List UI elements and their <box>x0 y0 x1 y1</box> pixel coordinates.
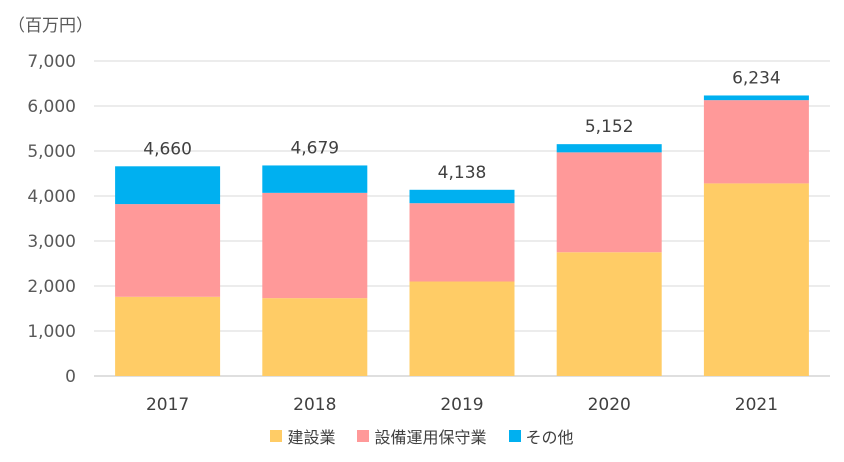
bar-segment-2017-0 <box>115 296 221 376</box>
x-tick-label: 2019 <box>440 395 483 415</box>
bar-segment-2018-1 <box>262 192 368 299</box>
x-tick-label: 2021 <box>735 395 778 415</box>
y-tick-label: 0 <box>65 367 76 387</box>
total-label: 4,138 <box>438 163 487 183</box>
x-tick-label: 2018 <box>293 395 336 415</box>
bar-segment-2020-2 <box>556 144 662 153</box>
y-tick-label: 1,000 <box>27 322 76 342</box>
legend: 建設業 設備運用保守業 その他 <box>0 424 844 448</box>
y-tick-label: 3,000 <box>27 232 76 252</box>
bar-segment-2020-0 <box>556 252 662 376</box>
bar-segment-2019-2 <box>409 189 515 204</box>
y-tick-label: 4,000 <box>27 187 76 207</box>
bar-segment-2021-0 <box>703 183 809 376</box>
bar-segment-2017-2 <box>115 166 221 205</box>
legend-label-other: その他 <box>525 428 574 447</box>
y-unit-label: （百万円） <box>8 16 93 36</box>
x-tick-label: 2017 <box>146 395 189 415</box>
legend-swatch-other <box>508 430 521 442</box>
legend-item-other: その他 <box>508 424 574 448</box>
y-tick-label: 2,000 <box>27 277 76 297</box>
bar-segment-2018-0 <box>262 298 368 376</box>
y-tick-label: 7,000 <box>27 52 76 72</box>
bar-segment-2019-0 <box>409 281 515 376</box>
bar-segment-2021-1 <box>703 100 809 184</box>
total-label: 4,660 <box>143 139 192 159</box>
legend-swatch-maintenance <box>357 430 370 442</box>
total-label: 5,152 <box>585 117 634 137</box>
bar-segment-2020-1 <box>556 152 662 253</box>
total-label: 6,234 <box>732 68 781 88</box>
legend-label-maintenance: 設備運用保守業 <box>374 428 487 447</box>
y-tick-label: 5,000 <box>27 142 76 162</box>
x-tick-label: 2020 <box>588 395 631 415</box>
total-label: 4,679 <box>290 138 339 158</box>
legend-item-construction: 建設業 <box>270 424 335 448</box>
bar-segment-2018-2 <box>262 165 368 193</box>
legend-label-construction: 建設業 <box>287 428 336 447</box>
legend-item-maintenance: 設備運用保守業 <box>357 424 487 448</box>
bar-segment-2019-1 <box>409 203 515 282</box>
y-tick-label: 6,000 <box>27 97 76 117</box>
bar-segment-2017-1 <box>115 204 221 297</box>
legend-swatch-construction <box>270 430 283 442</box>
bar-segment-2021-2 <box>703 95 809 101</box>
